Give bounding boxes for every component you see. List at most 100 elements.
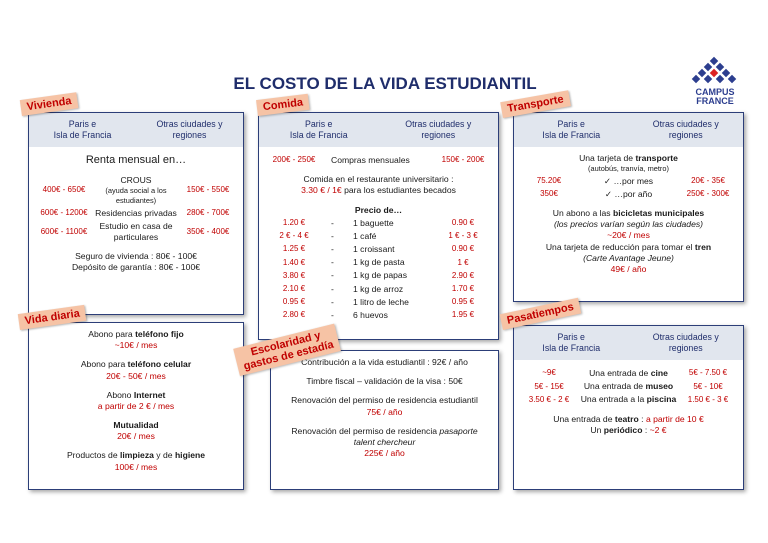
paris-price: 400€ - 650€ (42, 185, 86, 195)
text: (los precios varían según las ciudades) (553, 219, 704, 230)
line: Renovación del permiso de residencia pas… (275, 426, 494, 437)
paris-price: 2.80 € (282, 310, 306, 320)
line: Abono para teléfono fijo (33, 329, 239, 340)
price-row: 400€ - 650€ CROUS (ayuda social a los estu… (33, 175, 239, 205)
text: Timbre fiscal – validación de la visa : … (306, 376, 463, 387)
paris-price: 2 € - 4 € (279, 231, 309, 241)
text: Una tarjeta de reducción para tomar el (545, 241, 695, 252)
text: Un abono a las (552, 208, 613, 219)
text: 20€ - 50€ / mes (106, 370, 166, 381)
price-row: 2.80 € - 6 huevos 1.95 € (263, 310, 494, 321)
group: Renta mensual en… (33, 153, 239, 167)
line: Renta mensual en… (33, 153, 239, 167)
column-label: Otras ciudades y regiones (405, 119, 472, 140)
item-label: ✓ …por año (580, 189, 677, 200)
price-row: 2.10 € - 1 kg de arroz 1.70 € (263, 284, 494, 295)
text: Abono (106, 389, 134, 400)
box: Contribución a la vida estudiantil : 92€… (270, 350, 499, 490)
other-price: 150€ - 550€ (186, 185, 230, 195)
line: ~20€ / mes (518, 230, 739, 241)
text: Estudio en casa de particulares (99, 220, 173, 243)
other-price: 1.95 € (451, 310, 475, 320)
content: 200€ - 250€ Compras mensuales 150€ - 200€ C… (259, 147, 498, 321)
text: ✓ …por año (604, 188, 653, 199)
line: Depósito de garantía : 80€ - 100€ (33, 262, 239, 273)
paris-price: 1.40 € (282, 257, 306, 267)
price-row: 1.40 € - 1 kg de pasta 1 € (263, 257, 494, 268)
line: Una entrada de teatro : a partir de 10 € (518, 414, 739, 425)
paris-price: 3.80 € (282, 270, 306, 280)
group: Contribución a la vida estudiantil : 92€… (275, 357, 494, 368)
item-label: Una entrada a la piscina (580, 394, 677, 405)
line: Un periódico : ~2 € (518, 425, 739, 436)
text: 1 kg de papas (353, 270, 407, 281)
other-price: 2.90 € (451, 270, 475, 280)
line: (Carte Avantage Jeune) (518, 253, 739, 264)
price-row: 75.20€ ✓ …por mes 20€ - 35€ (518, 176, 739, 187)
column-header: Paris e Isla de Francia Otras ciudades y … (29, 113, 243, 147)
column-label: Paris e Isla de Francia (289, 119, 348, 140)
text: tren (694, 241, 712, 252)
paris-price: 1.25 € (282, 244, 306, 254)
price-row: 0.95 € - 1 litro de leche 0.95 € (263, 297, 494, 308)
text: Mutualidad (113, 420, 159, 431)
item-label: Una entrada de museo (580, 381, 677, 392)
text: Seguro de vivienda : 80€ - 100€ (75, 251, 197, 262)
item-label: - 1 baguette (325, 218, 432, 229)
item-label: - 1 kg de papas (325, 270, 432, 281)
box: Paris e Isla de Francia Otras ciudades y … (513, 112, 744, 302)
box: Abono para teléfono fijo ~10€ / mes Abono … (28, 322, 244, 490)
text: y de (153, 450, 175, 461)
line: 75€ / año (275, 407, 494, 418)
text: CROUS (120, 175, 152, 186)
text: Una entrada de (553, 413, 615, 424)
text: Residencias privadas (95, 207, 177, 218)
other-price: 5€ - 10€ (693, 381, 723, 391)
item-label: Compras mensuales (325, 155, 432, 166)
column-label: Paris e Isla de Francia (53, 119, 112, 140)
column-label: Otras ciudades y regiones (652, 119, 719, 140)
item-label: - 1 café (325, 231, 432, 242)
other-price: 5€ - 7.50 € (688, 368, 728, 378)
other-price: 250€ - 300€ (686, 189, 730, 199)
line: 3.30 € / 1€ para los estudiantes becados (263, 185, 494, 196)
text: Depósito de garantía : 80€ - 100€ (71, 262, 201, 273)
item-label: - 1 kg de arroz (325, 284, 432, 295)
paris-price: 350€ (540, 189, 558, 199)
other-price: 0.90 € (451, 218, 475, 228)
other-price: 1.50 € - 3 € (687, 394, 729, 404)
text: 1 kg de arroz (353, 283, 404, 294)
line: Abono para teléfono celular (33, 359, 239, 370)
other-price: 280€ - 700€ (186, 208, 230, 218)
text: (ayuda social a los estudiantes) (105, 186, 167, 206)
text: transporte (635, 153, 678, 163)
other-price: 150€ - 200€ (441, 155, 485, 165)
column-label: Otras ciudades y regiones (156, 119, 223, 140)
text: - (331, 230, 334, 241)
page-title: EL COSTO DE LA VIDA ESTUDIANTIL (233, 74, 537, 93)
group: Un abono a las bicicletas municipales (lo… (518, 208, 739, 275)
line: Seguro de vivienda : 80€ - 100€ (33, 251, 239, 262)
text: bicicletas municipales (612, 208, 705, 219)
column-header: Paris e Isla de Francia Otras ciudades y … (514, 326, 743, 360)
text: a partir de 10 € (645, 413, 704, 424)
line: (autobús, tranvía, metro) (518, 164, 739, 174)
text: periódico (603, 424, 643, 435)
price-row: 3.80 € - 1 kg de papas 2.90 € (263, 270, 494, 281)
content: Contribución a la vida estudiantil : 92€… (271, 351, 498, 459)
paris-price: 1.20 € (282, 218, 306, 228)
text: (Carte Avantage Jeune) (583, 252, 674, 263)
price-row: ~9€ Una entrada de cine 5€ - 7.50 € (518, 368, 739, 379)
line: ~10€ / mes (33, 340, 239, 351)
text: ~10€ / mes (114, 340, 158, 351)
text: 75€ / año (366, 406, 403, 417)
text: Un (590, 424, 604, 435)
content: Una tarjeta de transporte (autobús, tranv… (514, 147, 743, 275)
group: Productos de limpieza y de higiene 100€ /… (33, 450, 239, 472)
group: Una tarjeta de transporte (autobús, tranv… (518, 153, 739, 200)
text: : (638, 413, 646, 424)
paris-price: 600€ - 1100€ (40, 226, 88, 236)
text: talent chercheur (353, 436, 416, 447)
